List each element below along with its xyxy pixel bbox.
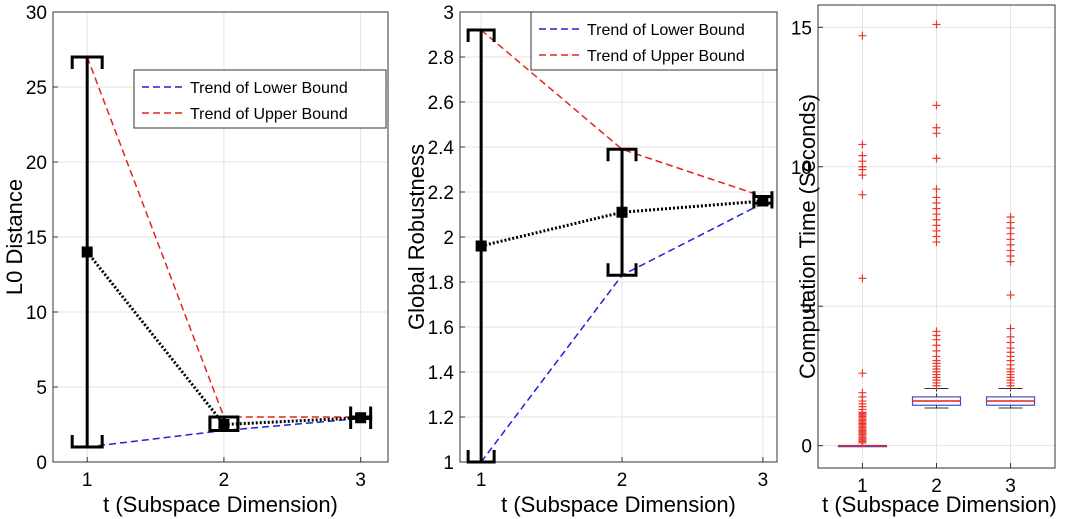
y-tick-label: 5 [801,297,812,318]
x-tick-label: 3 [758,470,769,491]
x-axis-label: t (Subspace Dimension) [103,492,338,517]
outlier-marker [1006,212,1015,221]
y-axis-label: L0 Distance [2,179,27,295]
x-tick-label: 1 [857,476,868,497]
y-tick-label: 1.6 [428,318,454,339]
legend-label: Trend of Upper Bound [587,48,745,65]
y-tick-label: 1.4 [428,363,455,384]
legend-label: Trend of Upper Bound [190,106,348,123]
y-tick-label: 15 [791,18,812,39]
outlier-marker [932,154,941,163]
y-tick-label: 25 [26,78,47,99]
x-tick-label: 3 [355,470,366,491]
outlier-marker [858,190,867,199]
outlier-marker [932,101,941,110]
outlier-marker [858,369,867,378]
outlier-marker [932,327,941,336]
average-marker [218,419,230,430]
error-cap-lower [70,435,104,449]
error-cap-upper [466,28,496,42]
error-cap-lower [208,418,240,432]
y-tick-label: 10 [791,158,812,179]
legend-box [530,11,778,71]
error-cap-lower [466,450,496,464]
y-tick-label: 2.4 [428,138,455,159]
x-axis-label: t (Subspace Dimension) [822,492,1057,517]
x-tick-label: 2 [931,476,942,497]
x-tick-label: 2 [219,470,230,491]
outlier-marker [932,123,941,132]
outlier-marker [1006,291,1015,300]
average-marker [475,240,487,252]
y-tick-label: 2.2 [428,183,454,204]
y-tick-label: 15 [26,228,47,249]
outlier-marker [858,151,867,160]
legend-label: Trend of Lower Bound [190,80,348,97]
x-tick-label: 2 [617,470,628,491]
y-tick-label: 1.8 [428,273,454,294]
outlier-marker [858,388,867,397]
outlier-marker [932,185,941,194]
y-tick-label: 5 [36,378,47,399]
x-tick-label: 3 [1005,476,1016,497]
outlier-marker [858,274,867,283]
x-tick-label: 1 [476,470,487,491]
y-axis-label: Computation Time (Seconds) [795,94,820,379]
outlier-marker [858,31,867,40]
y-tick-label: 10 [26,303,47,324]
y-tick-label: 1.2 [428,408,454,429]
outlier-marker [932,20,941,29]
y-tick-label: 3 [443,3,454,24]
y-tick-label: 20 [26,153,47,174]
legend-box [133,69,387,129]
trend-line-upper [480,29,764,198]
y-tick-label: 2.6 [428,93,454,114]
average-marker [81,246,93,258]
outlier-marker [932,193,941,202]
y-tick-label: 2 [443,228,454,249]
legend-label: Trend of Lower Bound [587,22,745,39]
y-tick-label: 2.8 [428,48,454,69]
error-cap-lower [606,263,638,277]
average-marker [757,195,769,207]
x-axis-label: t (Subspace Dimension) [501,492,736,517]
y-tick-label: 0 [36,453,47,474]
error-cap-upper [606,147,638,162]
outlier-marker [1006,324,1015,333]
y-tick-label: 1 [443,453,454,474]
y-axis-label: Global Robustness [404,144,429,330]
error-cap-upper [70,55,104,69]
outlier-marker [858,140,867,149]
average-marker [355,412,367,424]
y-tick-label: 0 [801,437,812,458]
x-tick-label: 1 [82,470,93,491]
average-marker [616,206,628,218]
y-tick-label: 30 [26,3,47,24]
outlier-marker [1006,332,1015,341]
